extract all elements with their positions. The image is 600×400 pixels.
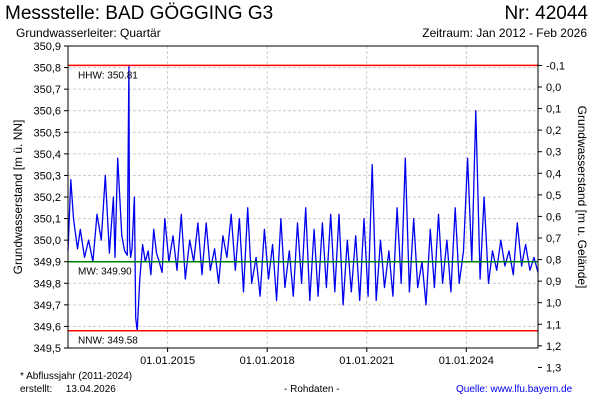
created-info: erstellt: 13.04.2026	[20, 384, 116, 395]
y-tick-label: 350,1	[33, 214, 61, 226]
y-tick-label: 350,5	[33, 127, 61, 139]
y-tick-label: 349,8	[33, 278, 61, 290]
reference-label-hhw: HHW: 350.81	[78, 70, 138, 81]
y-right-tick-label: -0,1	[546, 60, 565, 72]
y-right-tick-label: 0,1	[546, 104, 561, 116]
y-right-tick-label: 0,7	[546, 233, 561, 245]
y-right-tick-label: 0,4	[546, 168, 561, 180]
y-tick-label: 350,7	[33, 84, 61, 96]
y-right-tick-label: 1,3	[546, 362, 561, 374]
water-level-series	[67, 64, 539, 332]
y-tick-label: 349,5	[33, 343, 61, 355]
y-tick-label: 350,3	[33, 170, 61, 182]
y-right-tick-label: 0,9	[546, 276, 561, 288]
x-tick-label: 01.01.2015	[140, 355, 195, 367]
x-tick-label: 01.01.2018	[240, 355, 295, 367]
reference-label-nnw: NNW: 349.58	[78, 336, 138, 347]
source-url[interactable]: www.lfu.bayern.de	[490, 384, 573, 395]
y-right-tick-label: 0,2	[546, 125, 561, 137]
y-tick-label: 349,9	[33, 257, 61, 269]
station-title: Messstelle: BAD GÖGGING G3	[5, 3, 274, 24]
created-date: 13.04.2026	[65, 384, 116, 395]
footnote: * Abflussjahr (2011-2024)	[20, 371, 133, 382]
aquifer-label: Grundwasserleiter: Quartär	[16, 26, 161, 40]
y-tick-label: 350,8	[33, 63, 61, 75]
y-right-tick-label: 1,0	[546, 298, 561, 310]
x-tick-label: 01.01.2021	[339, 355, 394, 367]
y-tick-label: 350,0	[33, 235, 61, 247]
x-tick-label: 01.01.2024	[439, 355, 494, 367]
y-tick-label: 350,9	[33, 41, 61, 53]
y-tick-label: 349,7	[33, 300, 61, 312]
created-label: erstellt:	[20, 384, 53, 395]
y-right-tick-label: 0,5	[546, 190, 561, 202]
y-right-tick-label: 0,0	[546, 82, 561, 94]
reference-label-mw: MW: 349.90	[78, 267, 132, 278]
y-right-tick-label: 1,1	[546, 319, 561, 331]
y-right-tick-label: 0,3	[546, 147, 561, 159]
y-axis-label: Grundwasserstand [m ü. NN]	[11, 120, 25, 275]
source-label: Quelle:	[456, 384, 488, 395]
y-tick-label: 350,2	[33, 192, 61, 204]
y-axis-label-right: Grundwasserstand [m u. Gelände]	[575, 106, 589, 289]
rawdata-label: - Rohdaten -	[284, 384, 340, 395]
y-tick-label: 350,4	[33, 149, 61, 161]
source-link[interactable]: Quelle: www.lfu.bayern.de	[456, 384, 572, 395]
y-right-tick-label: 1,2	[546, 341, 561, 353]
station-number: Nr: 42044	[504, 3, 588, 24]
plot-frame	[67, 45, 539, 349]
y-right-tick-label: 0,6	[546, 211, 561, 223]
y-tick-label: 350,6	[33, 106, 61, 118]
y-tick-label: 349,6	[33, 321, 61, 333]
y-right-tick-label: 0,8	[546, 255, 561, 267]
period-label: Zeitraum: Jan 2012 - Feb 2026	[422, 26, 587, 40]
